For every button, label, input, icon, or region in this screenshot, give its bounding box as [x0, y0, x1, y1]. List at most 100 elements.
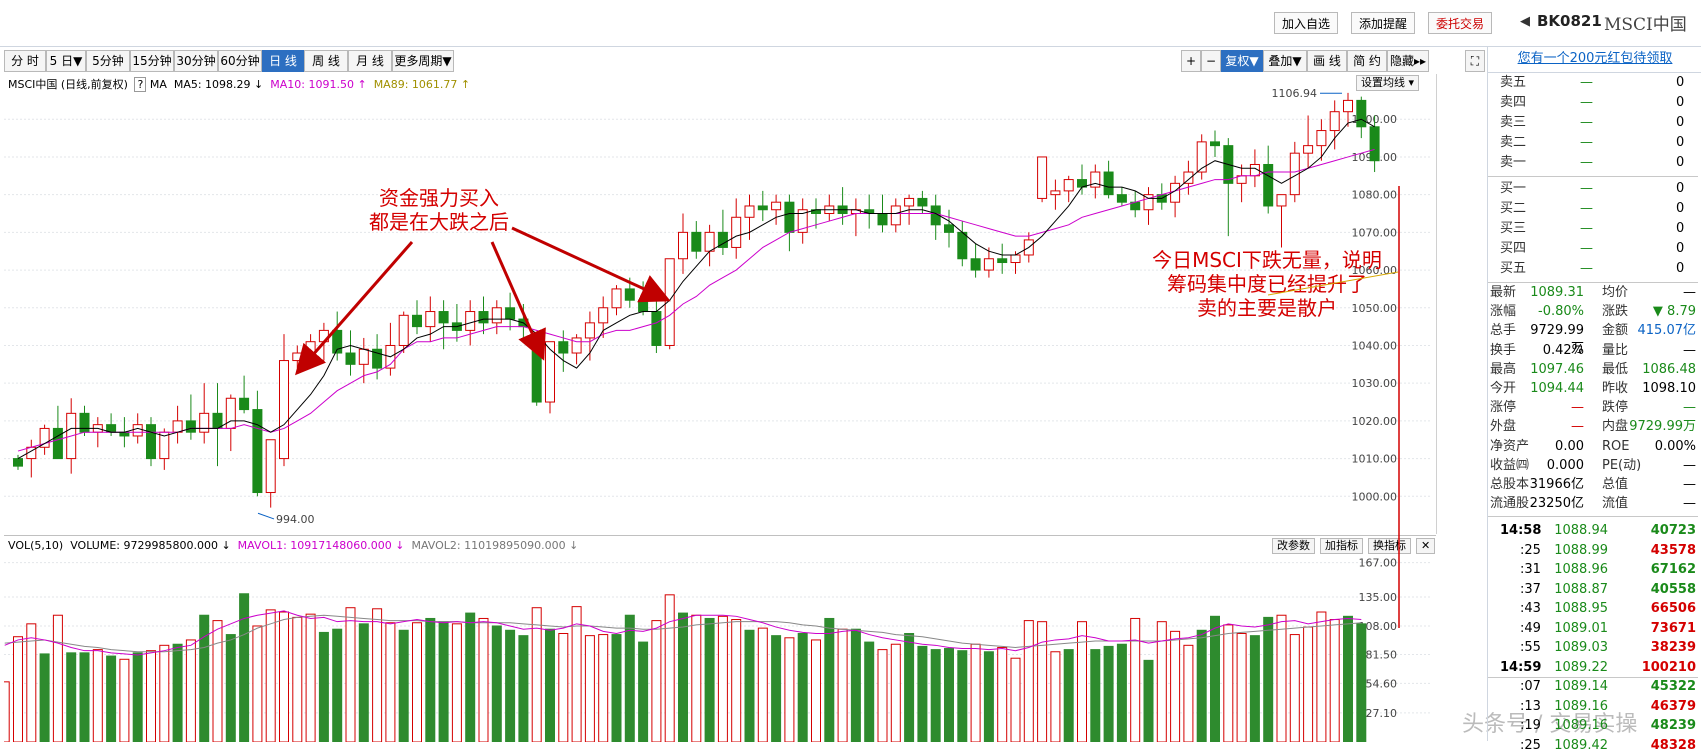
- volume-bar: [345, 607, 356, 742]
- candle-body: [584, 322, 595, 339]
- promo-link[interactable]: 您有一个200元红包待领取: [1488, 46, 1701, 73]
- kline-chart[interactable]: 1000.00 1010.00 1020.00 1030.00 1040.00 1050.…: [4, 74, 1436, 534]
- volume-bar: [358, 623, 369, 742]
- candle-body: [358, 348, 369, 365]
- stat-key: 涨跌: [1602, 304, 1629, 320]
- stat-row: 总股本 31966亿 总值 —: [1488, 476, 1701, 494]
- stat-row: 换手 0.42% 量比 —: [1488, 342, 1701, 360]
- period-tab-1[interactable]: 5 日▼: [46, 50, 86, 72]
- volume-bar: [1050, 651, 1061, 742]
- divider: [1488, 176, 1698, 177]
- ask-label: 卖三: [1500, 115, 1527, 130]
- tick-time: :07: [1520, 679, 1541, 694]
- bid-volume: 0: [1676, 181, 1685, 196]
- period-tab-4[interactable]: 30分钟: [174, 50, 218, 72]
- period-tab-6[interactable]: 日 线: [262, 50, 304, 72]
- volume-bar: [465, 612, 476, 742]
- period-tab-5[interactable]: 60分钟: [218, 50, 262, 72]
- close-indicator-icon[interactable]: ✕: [1416, 538, 1436, 554]
- period-tab-8[interactable]: 月 线: [348, 50, 392, 72]
- tick-volume: 48239: [1650, 718, 1696, 733]
- tool-button-2[interactable]: 复权▼: [1221, 50, 1263, 72]
- trade-button[interactable]: 委托交易: [1428, 12, 1493, 34]
- tick-volume: 46379: [1650, 698, 1696, 714]
- ask-row: 卖三 — 0: [1488, 114, 1701, 132]
- volume-bar: [797, 632, 808, 742]
- period-tab-0[interactable]: 分 时: [4, 50, 46, 72]
- period-tab-3[interactable]: 15分钟: [130, 50, 174, 72]
- add-watchlist-button[interactable]: 加入自选: [1274, 12, 1339, 34]
- volume-panel[interactable]: VOL(5,10) VOLUME: 9729985800.000 ↓ MAVOL…: [4, 535, 1637, 742]
- kline-ytick-label: 1010.00: [1352, 453, 1398, 466]
- volume-bar: [1236, 632, 1247, 742]
- period-tab-7[interactable]: 周 线: [304, 50, 348, 72]
- stat-value: 415.07亿: [1637, 323, 1697, 339]
- volume-bar: [292, 616, 303, 742]
- candle-body: [1116, 194, 1127, 203]
- ask-volume: 0: [1676, 115, 1685, 130]
- tool-button-3[interactable]: 叠加▼: [1263, 50, 1307, 72]
- add-indicator-button[interactable]: 加指标: [1320, 538, 1363, 554]
- candle-body: [345, 352, 356, 365]
- volume-bar: [877, 649, 888, 742]
- volume-bar: [79, 652, 90, 742]
- stat-key: 总值: [1602, 477, 1629, 492]
- volume-bar: [398, 629, 409, 742]
- ask-volume: 0: [1676, 155, 1685, 170]
- set-ma-button[interactable]: 设置均线 ▾: [1356, 75, 1420, 91]
- help-icon[interactable]: ?: [134, 77, 147, 92]
- bid-row: 买一 — 0: [1488, 180, 1701, 198]
- switch-indicator-button[interactable]: 换指标: [1368, 538, 1411, 554]
- tick-price: 1088.96: [1554, 562, 1608, 577]
- volume-bar: [438, 621, 449, 742]
- add-alert-button[interactable]: 添加提醒: [1351, 12, 1416, 34]
- volume-bar: [265, 609, 276, 742]
- volume-bar: [199, 614, 210, 742]
- candle-body: [438, 311, 449, 324]
- stat-key: 最低: [1602, 361, 1629, 377]
- tick-time: :43: [1520, 601, 1541, 616]
- tick-price: 1088.94: [1554, 523, 1608, 538]
- tool-button-5[interactable]: 简 约: [1347, 50, 1387, 72]
- ask-label: 卖四: [1500, 95, 1527, 110]
- chart-title: MSCI中国 (日线,前复权): [8, 78, 128, 91]
- volume-bar: [1103, 645, 1114, 742]
- tick-price: 1088.99: [1554, 542, 1608, 558]
- fullscreen-icon[interactable]: ⛶: [1465, 50, 1485, 72]
- volume-bar: [890, 643, 901, 742]
- ask-row: 卖二 — 0: [1488, 134, 1701, 152]
- stat-key: 金额: [1602, 323, 1629, 339]
- volume-bar: [704, 617, 715, 742]
- stat-key: 最高: [1490, 361, 1517, 377]
- bid-row: 买三 — 0: [1488, 220, 1701, 238]
- stat-row: 流通股 23250亿 流值 —: [1488, 495, 1701, 513]
- candle-body: [1196, 141, 1207, 173]
- tick-row: :55 1089.03 38239: [1488, 639, 1701, 657]
- volume-bar: [318, 631, 329, 742]
- tick-price: 1089.22: [1554, 659, 1608, 675]
- period-tab-9[interactable]: 更多周期▼: [392, 50, 454, 72]
- volume-bar: [997, 646, 1008, 742]
- tool-button-0[interactable]: +: [1181, 50, 1201, 72]
- volume-bar: [1289, 634, 1300, 742]
- stat-key: ROE: [1602, 438, 1630, 454]
- volume-chart[interactable]: 167.00 135.00 108.00 81.50 54.60 27.10: [4, 536, 1436, 742]
- tool-button-4[interactable]: 画 线: [1307, 50, 1347, 72]
- kline-panel[interactable]: MSCI中国 (日线,前复权) ? MA MA5: 1098.29 ↓ MA10…: [4, 74, 1437, 534]
- tool-button-6[interactable]: 隐藏▸▸: [1387, 50, 1429, 72]
- candle-body: [970, 258, 981, 271]
- period-tab-2[interactable]: 5分钟: [86, 50, 130, 72]
- annotation-buy: 资金强力买入 都是在大跌之后: [334, 186, 544, 234]
- stat-key: 流通股: [1490, 496, 1530, 512]
- tool-button-1[interactable]: −: [1201, 50, 1221, 72]
- stat-row: 涨幅 -0.80% 涨跌 ▼ 8.79: [1488, 303, 1701, 321]
- candle-body: [531, 344, 542, 403]
- tick-price: 1089.16: [1554, 718, 1608, 733]
- stat-value: 1086.48: [1642, 361, 1696, 377]
- vol-ytick-label: 108.00: [1359, 620, 1398, 633]
- prev-arrow-icon[interactable]: ◀: [1520, 14, 1530, 29]
- candle-body: [318, 329, 329, 343]
- volume-bar: [664, 594, 675, 742]
- change-param-button[interactable]: 改参数: [1272, 538, 1315, 554]
- candle-body: [199, 412, 210, 433]
